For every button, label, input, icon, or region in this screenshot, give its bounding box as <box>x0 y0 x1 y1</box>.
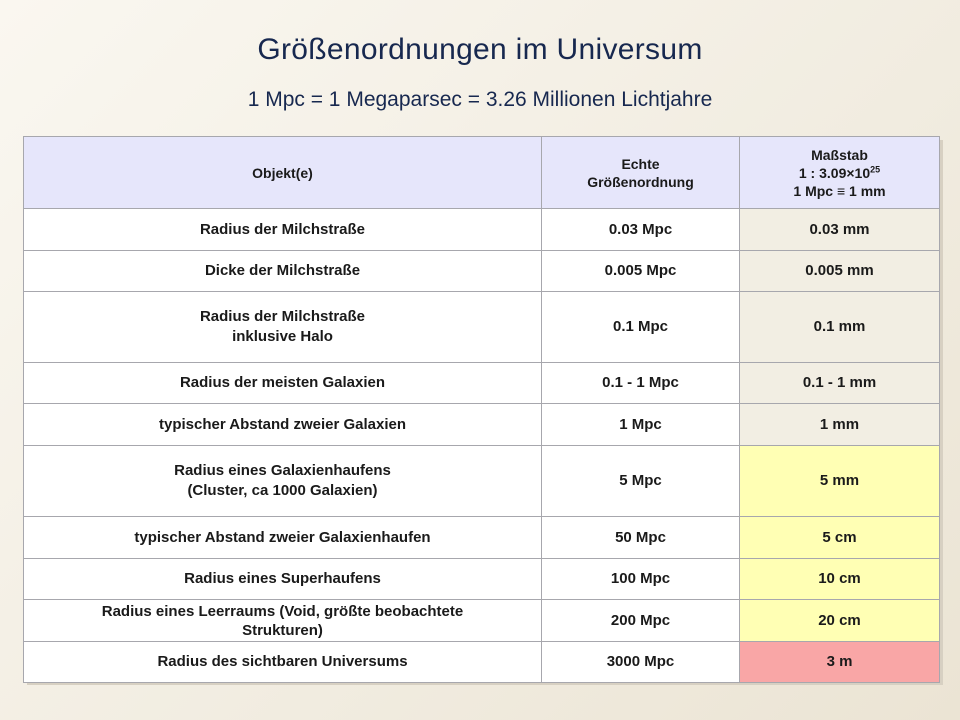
cell-size: 100 Mpc <box>541 558 740 600</box>
cell-object: Radius der meisten Galaxien <box>23 362 542 404</box>
table-header-row: Objekt(e) Echte Größenordnung Maßstab 1 … <box>23 136 940 209</box>
cell-object: typischer Abstand zweier Galaxien <box>23 403 542 446</box>
table-row: typischer Abstand zweier Galaxien 1 Mpc … <box>23 403 940 446</box>
cell-size: 0.005 Mpc <box>541 250 740 292</box>
cell-object: typischer Abstand zweier Galaxienhaufen <box>23 516 542 559</box>
cell-scale: 1 mm <box>739 403 940 446</box>
page-title: Größenordnungen im Universum <box>257 33 703 66</box>
cell-scale: 5 mm <box>739 445 940 517</box>
header-size: Echte Größenordnung <box>541 136 740 209</box>
table-shadow-bottom <box>27 681 943 685</box>
cell-scale: 20 cm <box>739 599 940 642</box>
table-row: typischer Abstand zweier Galaxienhaufen … <box>23 516 940 559</box>
table-row: Radius eines Leerraums (Void, größte beo… <box>23 599 940 642</box>
cell-size: 0.1 - 1 Mpc <box>541 362 740 404</box>
cell-object: Dicke der Milchstraße <box>23 250 542 292</box>
cell-size: 0.03 Mpc <box>541 208 740 251</box>
cell-object: Radius eines Superhaufens <box>23 558 542 600</box>
cell-size: 0.1 Mpc <box>541 291 740 363</box>
cell-scale: 0.1 - 1 mm <box>739 362 940 404</box>
header-scale: Maßstab 1 : 3.09×1025 1 Mpc ≡ 1 mm <box>739 136 940 209</box>
scale-table: Objekt(e) Echte Größenordnung Maßstab 1 … <box>23 136 940 683</box>
cell-size: 200 Mpc <box>541 599 740 642</box>
cell-scale: 0.03 mm <box>739 208 940 251</box>
cell-object: Radius eines Leerraums (Void, größte beo… <box>23 599 542 642</box>
table-row: Radius eines Superhaufens 100 Mpc 10 cm <box>23 558 940 600</box>
cell-object: Radius eines Galaxienhaufens (Cluster, c… <box>23 445 542 517</box>
cell-scale: 0.005 mm <box>739 250 940 292</box>
cell-scale: 5 cm <box>739 516 940 559</box>
cell-size: 5 Mpc <box>541 445 740 517</box>
cell-object: Radius der Milchstraße <box>23 208 542 251</box>
table-row: Radius der meisten Galaxien 0.1 - 1 Mpc … <box>23 362 940 404</box>
table-row: Radius des sichtbaren Universums 3000 Mp… <box>23 641 940 683</box>
table-row: Radius der Milchstraße 0.03 Mpc 0.03 mm <box>23 208 940 251</box>
cell-scale: 10 cm <box>739 558 940 600</box>
table-row: Dicke der Milchstraße 0.005 Mpc 0.005 mm <box>23 250 940 292</box>
cell-object: Radius des sichtbaren Universums <box>23 641 542 683</box>
cell-size: 50 Mpc <box>541 516 740 559</box>
table-row: Radius eines Galaxienhaufens (Cluster, c… <box>23 445 940 517</box>
cell-scale: 3 m <box>739 641 940 683</box>
cell-size: 1 Mpc <box>541 403 740 446</box>
page-subtitle: 1 Mpc = 1 Megaparsec = 3.26 Millionen Li… <box>247 88 713 111</box>
header-object: Objekt(e) <box>23 136 542 209</box>
table-row: Radius der Milchstraße inklusive Halo 0.… <box>23 291 940 363</box>
cell-scale: 0.1 mm <box>739 291 940 363</box>
table-shadow-right <box>939 140 943 685</box>
cell-object: Radius der Milchstraße inklusive Halo <box>23 291 542 363</box>
cell-size: 3000 Mpc <box>541 641 740 683</box>
